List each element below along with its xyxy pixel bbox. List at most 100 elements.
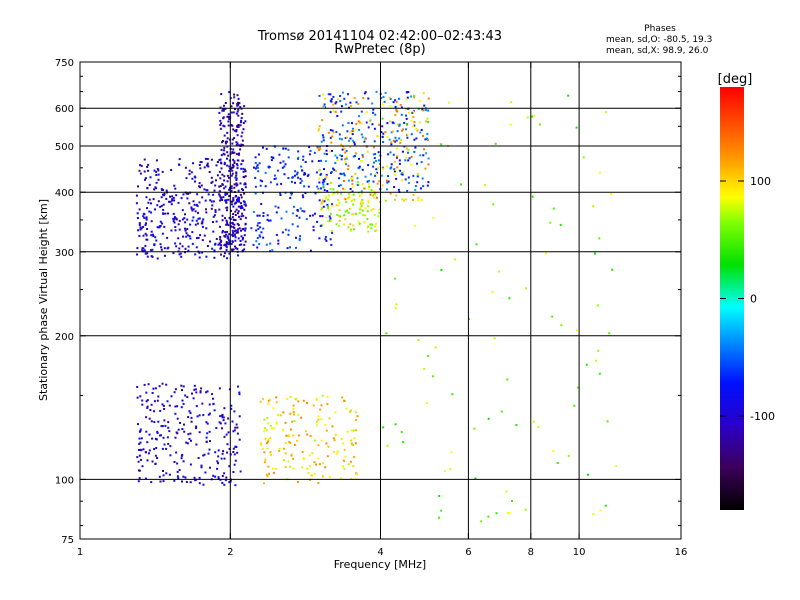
data-point [320,418,323,421]
data-point [162,203,165,206]
data-point [256,164,259,167]
data-point [397,188,400,191]
data-point [235,171,238,174]
data-point [342,172,345,175]
data-point [202,414,205,417]
data-point [139,172,142,175]
data-point [295,236,297,239]
data-point [221,199,224,201]
data-point [239,148,242,151]
data-point [146,255,149,258]
data-point [137,229,140,232]
data-point [280,217,283,220]
data-point [161,382,164,385]
data-point [533,114,535,117]
data-point [138,234,141,237]
data-point [367,204,370,207]
data-point [240,202,242,205]
data-point [559,223,562,226]
data-point [229,200,232,203]
data-point [412,174,415,177]
data-point [155,438,158,441]
data-point [209,199,212,202]
data-point [360,160,362,162]
data-point [213,249,216,252]
data-point [202,483,205,486]
data-point [181,428,184,430]
data-point [161,447,164,450]
x-tick-label: 8 [528,547,534,558]
data-point [388,96,391,99]
y-tick-label: 300 [55,248,74,259]
data-point [427,138,429,141]
data-point [341,465,344,468]
data-point [338,219,341,222]
data-point [396,123,399,126]
data-point [417,172,419,175]
data-point [225,476,228,479]
data-point [367,200,370,203]
data-point [228,165,231,168]
data-point [427,109,430,112]
data-point [204,157,207,160]
y-tick-label: 500 [55,142,74,153]
data-point [353,437,356,440]
data-point [282,411,285,414]
data-point [349,409,352,412]
data-point [232,197,235,200]
data-point [151,248,154,251]
data-point [161,222,163,225]
data-point [341,396,344,399]
data-point [225,142,227,145]
data-point [150,211,153,214]
data-point [215,220,218,223]
data-point [199,391,202,394]
data-point [351,139,354,142]
data-point [269,181,272,184]
data-point [226,180,229,183]
data-point [236,126,239,128]
data-point [225,246,228,249]
data-point [351,133,354,136]
data-point [226,223,229,226]
data-point [362,183,364,186]
data-point [208,430,211,433]
data-point [232,148,235,151]
data-point [234,210,237,213]
data-point [140,458,142,461]
data-point [178,228,181,231]
data-point [595,359,598,362]
data-point [387,175,389,178]
data-point [315,398,318,401]
data-point [240,215,243,218]
data-point [306,174,309,177]
data-point [355,122,358,125]
data-point [394,277,397,280]
data-point [392,101,395,104]
data-point [259,226,262,229]
data-point [424,109,427,112]
data-point [243,234,246,237]
data-point [299,207,302,210]
data-point [212,221,214,223]
data-point [141,403,144,406]
data-point [172,217,175,220]
data-point [222,116,225,119]
data-point [525,287,527,290]
data-point [264,427,267,430]
data-point [174,229,177,232]
data-point [364,207,367,210]
data-point [149,176,152,179]
data-point [198,201,201,204]
data-point [177,428,180,431]
data-point [194,253,197,256]
data-point [231,200,234,203]
data-point [321,119,324,122]
data-point [377,151,380,154]
data-point [524,508,527,511]
data-point [328,476,331,479]
data-point [327,207,330,210]
data-point [330,170,333,173]
data-point [357,220,360,223]
data-point [232,218,235,221]
